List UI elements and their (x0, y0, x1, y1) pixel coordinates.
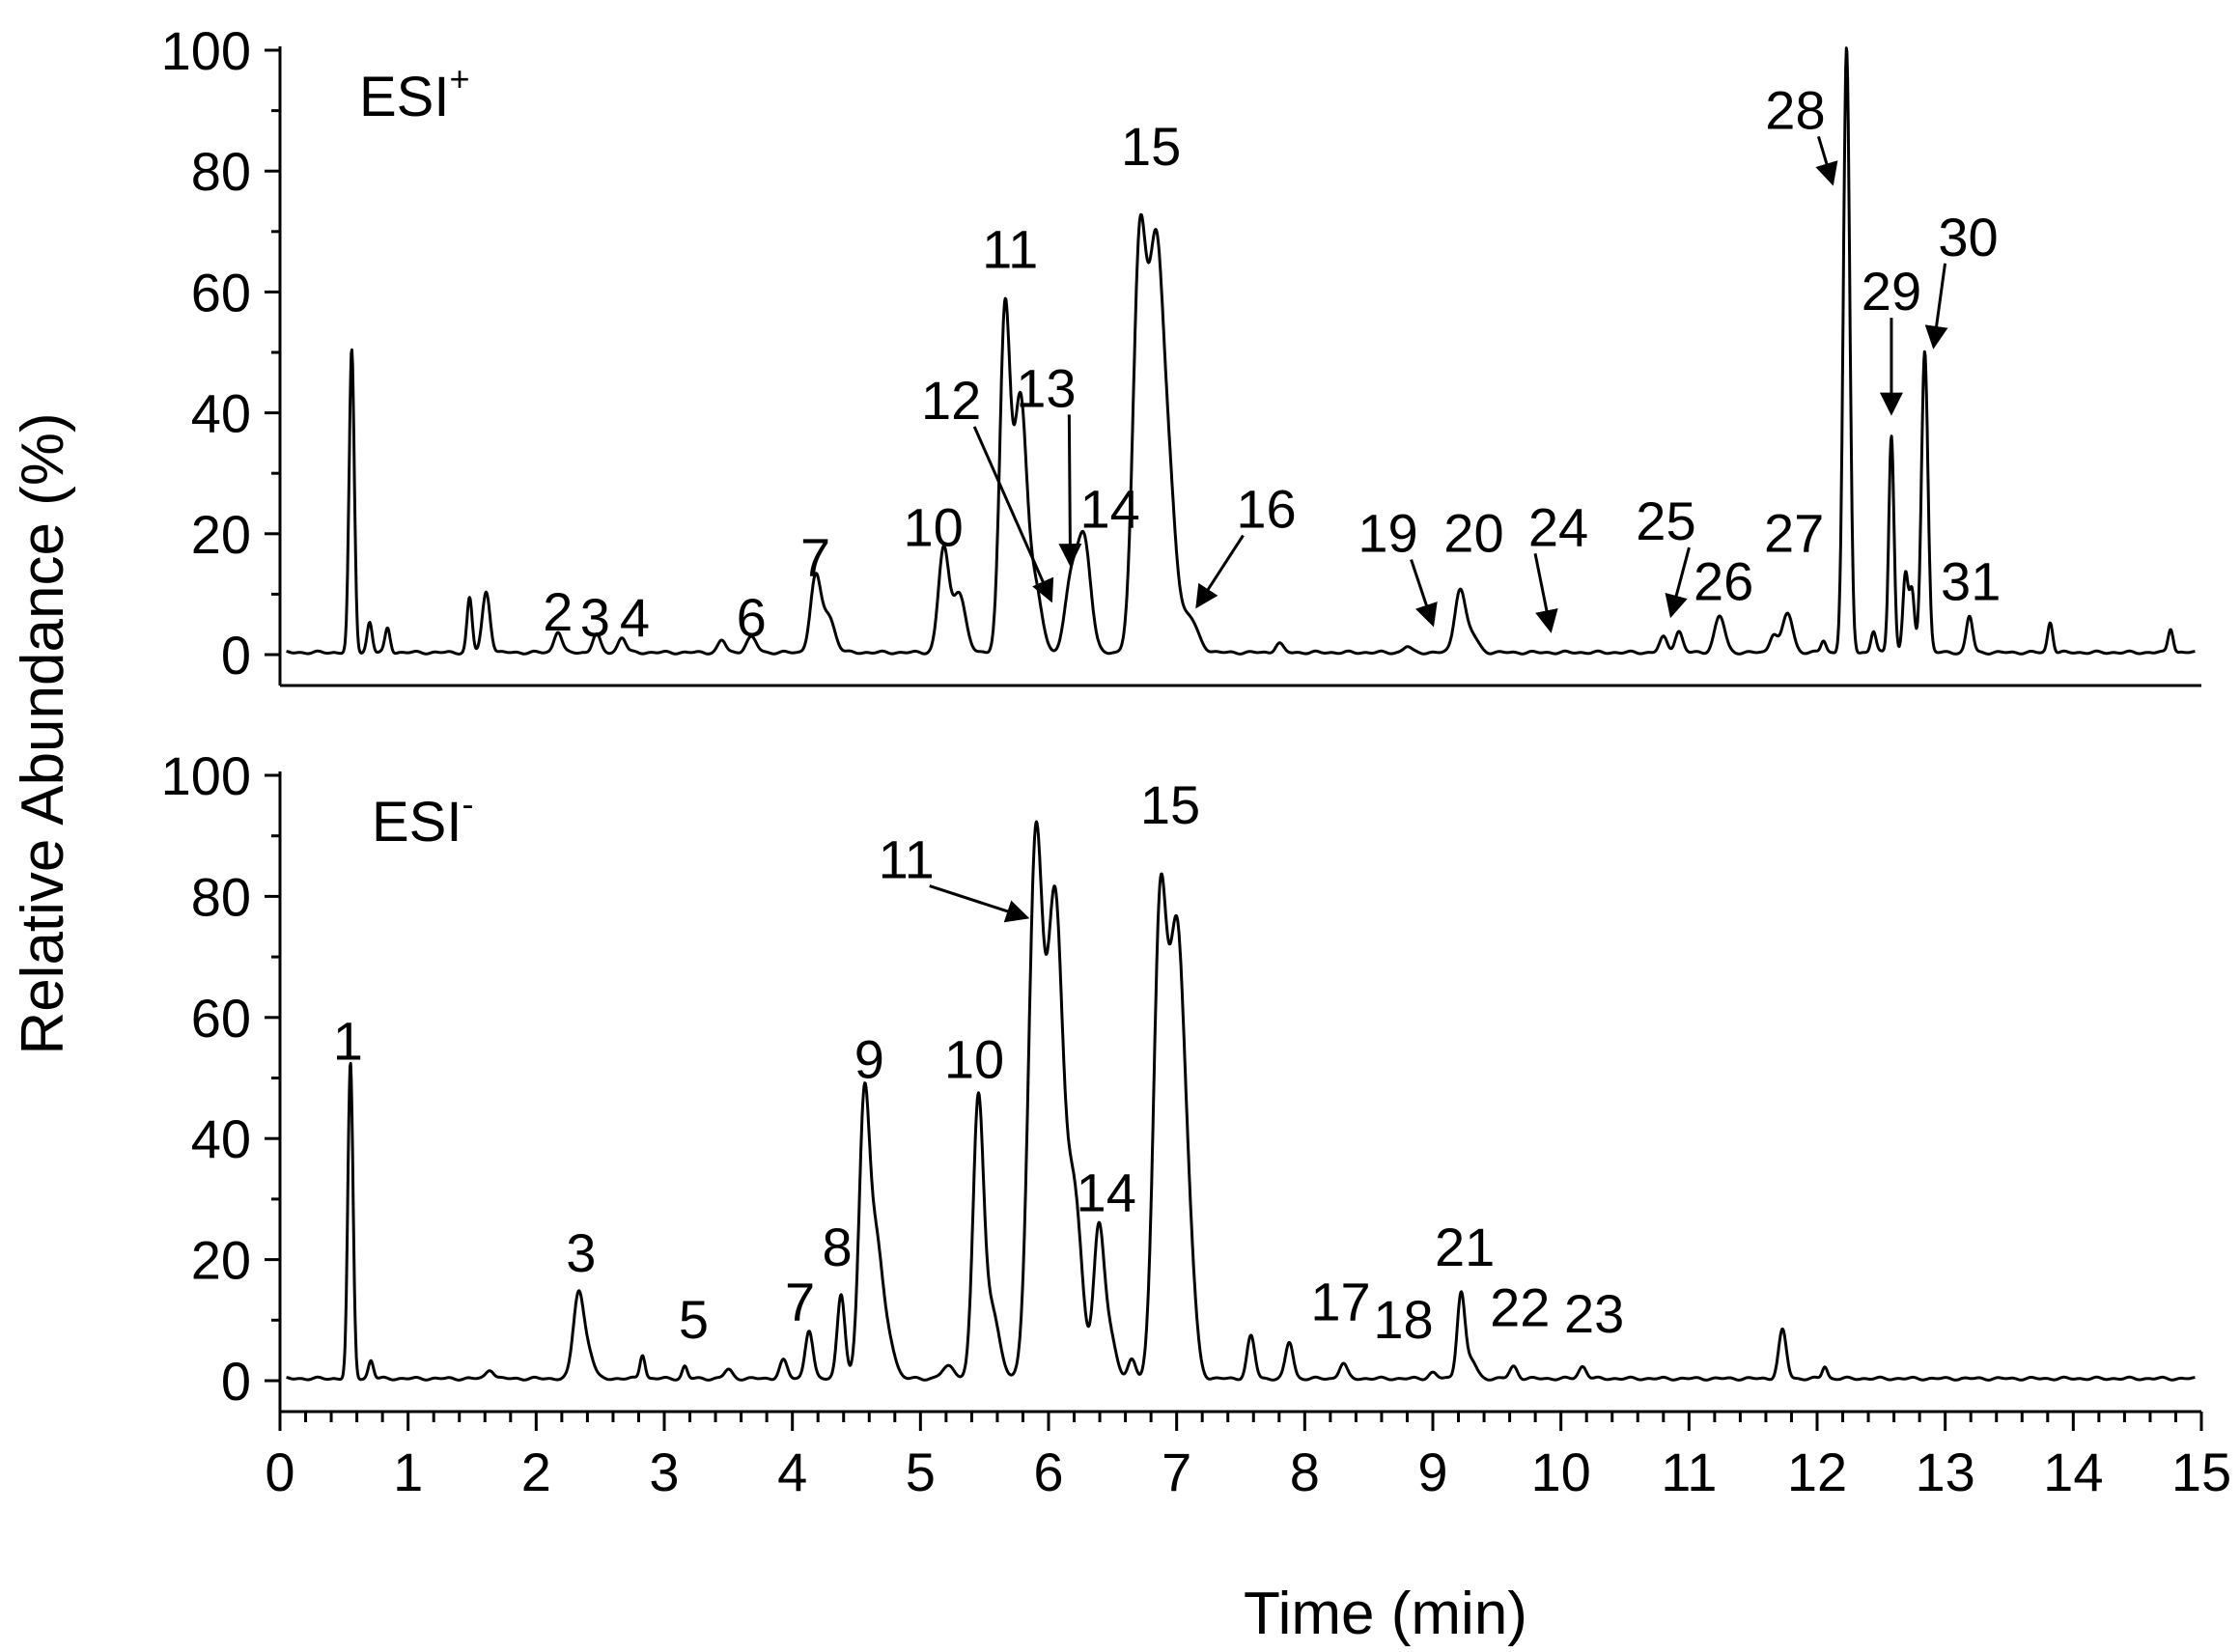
panel-label: ESI- (372, 784, 474, 854)
peak-label: 10 (944, 1029, 1004, 1090)
panel-label-main: ESI (372, 791, 462, 854)
panel-label-main: ESI (359, 66, 450, 128)
x-tick-label: 7 (1162, 1442, 1191, 1502)
peak-label: 31 (1941, 551, 2001, 612)
peak-label: 14 (1080, 479, 1140, 540)
peak-label: 21 (1435, 1217, 1495, 1277)
peak-label: 26 (1694, 551, 1753, 612)
x-tick-label: 4 (777, 1442, 807, 1502)
x-tick-label: 1 (393, 1442, 423, 1502)
peak-label: 25 (1636, 490, 1695, 551)
peak-arrow (972, 426, 1054, 603)
peak-label: 16 (1236, 479, 1296, 540)
x-axis: 0 1 2 3 4 5 6 7 8 9 10 11 12 13 14 15 (265, 1412, 2231, 1502)
x-tick-label: 8 (1290, 1442, 1320, 1502)
peak-label: 18 (1373, 1289, 1433, 1350)
peak-label: 10 (903, 496, 963, 557)
peak-label: 29 (1862, 261, 1921, 322)
peak-label: 11 (982, 218, 1038, 279)
x-tick-label: 11 (1661, 1442, 1717, 1502)
peak-label: 30 (1938, 207, 1998, 267)
peak-label: 2 (543, 581, 573, 642)
peak-label: 9 (854, 1029, 884, 1090)
y-tick-label: 80 (191, 141, 251, 202)
peak-label: 7 (785, 1271, 815, 1331)
peak-label: 24 (1528, 496, 1588, 557)
x-tick-label: 9 (1417, 1442, 1447, 1502)
peak-label: 22 (1490, 1277, 1550, 1338)
x-tick-label: 2 (521, 1442, 551, 1502)
peak-label: 6 (737, 587, 767, 648)
peak-arrow (1924, 263, 1948, 350)
peak-label: 1 (333, 1011, 363, 1072)
peak-label: 17 (1310, 1271, 1370, 1331)
peak-label: 27 (1764, 503, 1824, 564)
peak-arrow (1195, 534, 1245, 609)
y-tick-label: 0 (221, 625, 251, 686)
chromatogram-trace (285, 46, 2197, 656)
peak-label: 3 (580, 587, 610, 648)
peak-label: 15 (1121, 116, 1181, 177)
x-tick-label: 12 (1787, 1442, 1847, 1502)
y-tick-label: 80 (191, 866, 251, 927)
x-tick-label: 6 (1033, 1442, 1063, 1502)
peak-label: 3 (566, 1222, 596, 1283)
peak-label: 28 (1765, 79, 1825, 140)
peak-label: 14 (1077, 1162, 1136, 1222)
peak-arrow (1410, 559, 1438, 628)
y-axis-label: Relative Abundance (%) (10, 412, 76, 1054)
x-tick-label: 13 (1916, 1442, 1975, 1502)
peak-arrow (1665, 546, 1691, 619)
peak-label: 23 (1564, 1283, 1624, 1344)
peak-label: 19 (1358, 503, 1417, 564)
peak-label: 11 (879, 829, 935, 890)
x-axis-label: Time (min) (1244, 1581, 1527, 1647)
peak-arrow (1533, 553, 1558, 633)
y-tick-label: 100 (161, 20, 251, 81)
x-tick-label: 0 (265, 1442, 294, 1502)
y-tick-label: 100 (161, 745, 251, 806)
y-tick-label: 20 (191, 1230, 251, 1291)
peak-label: 8 (823, 1217, 853, 1277)
panel-label: ESI+ (359, 59, 470, 128)
peak-label: 7 (800, 527, 830, 588)
peak-label: 12 (921, 370, 981, 431)
y-tick-label: 40 (191, 383, 251, 444)
y-tick-label: 40 (191, 1108, 251, 1169)
chromatogram-trace (285, 820, 2197, 1382)
x-tick-label: 3 (649, 1442, 679, 1502)
peak-label: 4 (620, 587, 650, 648)
y-tick-label: 60 (191, 262, 251, 322)
x-tick-label: 10 (1531, 1442, 1591, 1502)
peak-label: 13 (1016, 357, 1076, 418)
y-tick-label: 0 (221, 1351, 251, 1412)
peak-arrow (1058, 414, 1082, 568)
peak-label: 5 (679, 1289, 709, 1350)
y-tick-label: 60 (191, 988, 251, 1049)
peak-arrow (1815, 135, 1838, 186)
peak-label: 15 (1140, 774, 1200, 835)
x-tick-label: 5 (906, 1442, 936, 1502)
panel-label-superscript: - (462, 784, 474, 824)
x-tick-label: 14 (2043, 1442, 2103, 1502)
y-tick-label: 20 (191, 504, 251, 565)
peak-label: 20 (1443, 503, 1503, 564)
x-tick-label: 15 (2171, 1442, 2231, 1502)
peak-arrow (929, 884, 1030, 923)
panel-label-superscript: + (450, 59, 470, 98)
